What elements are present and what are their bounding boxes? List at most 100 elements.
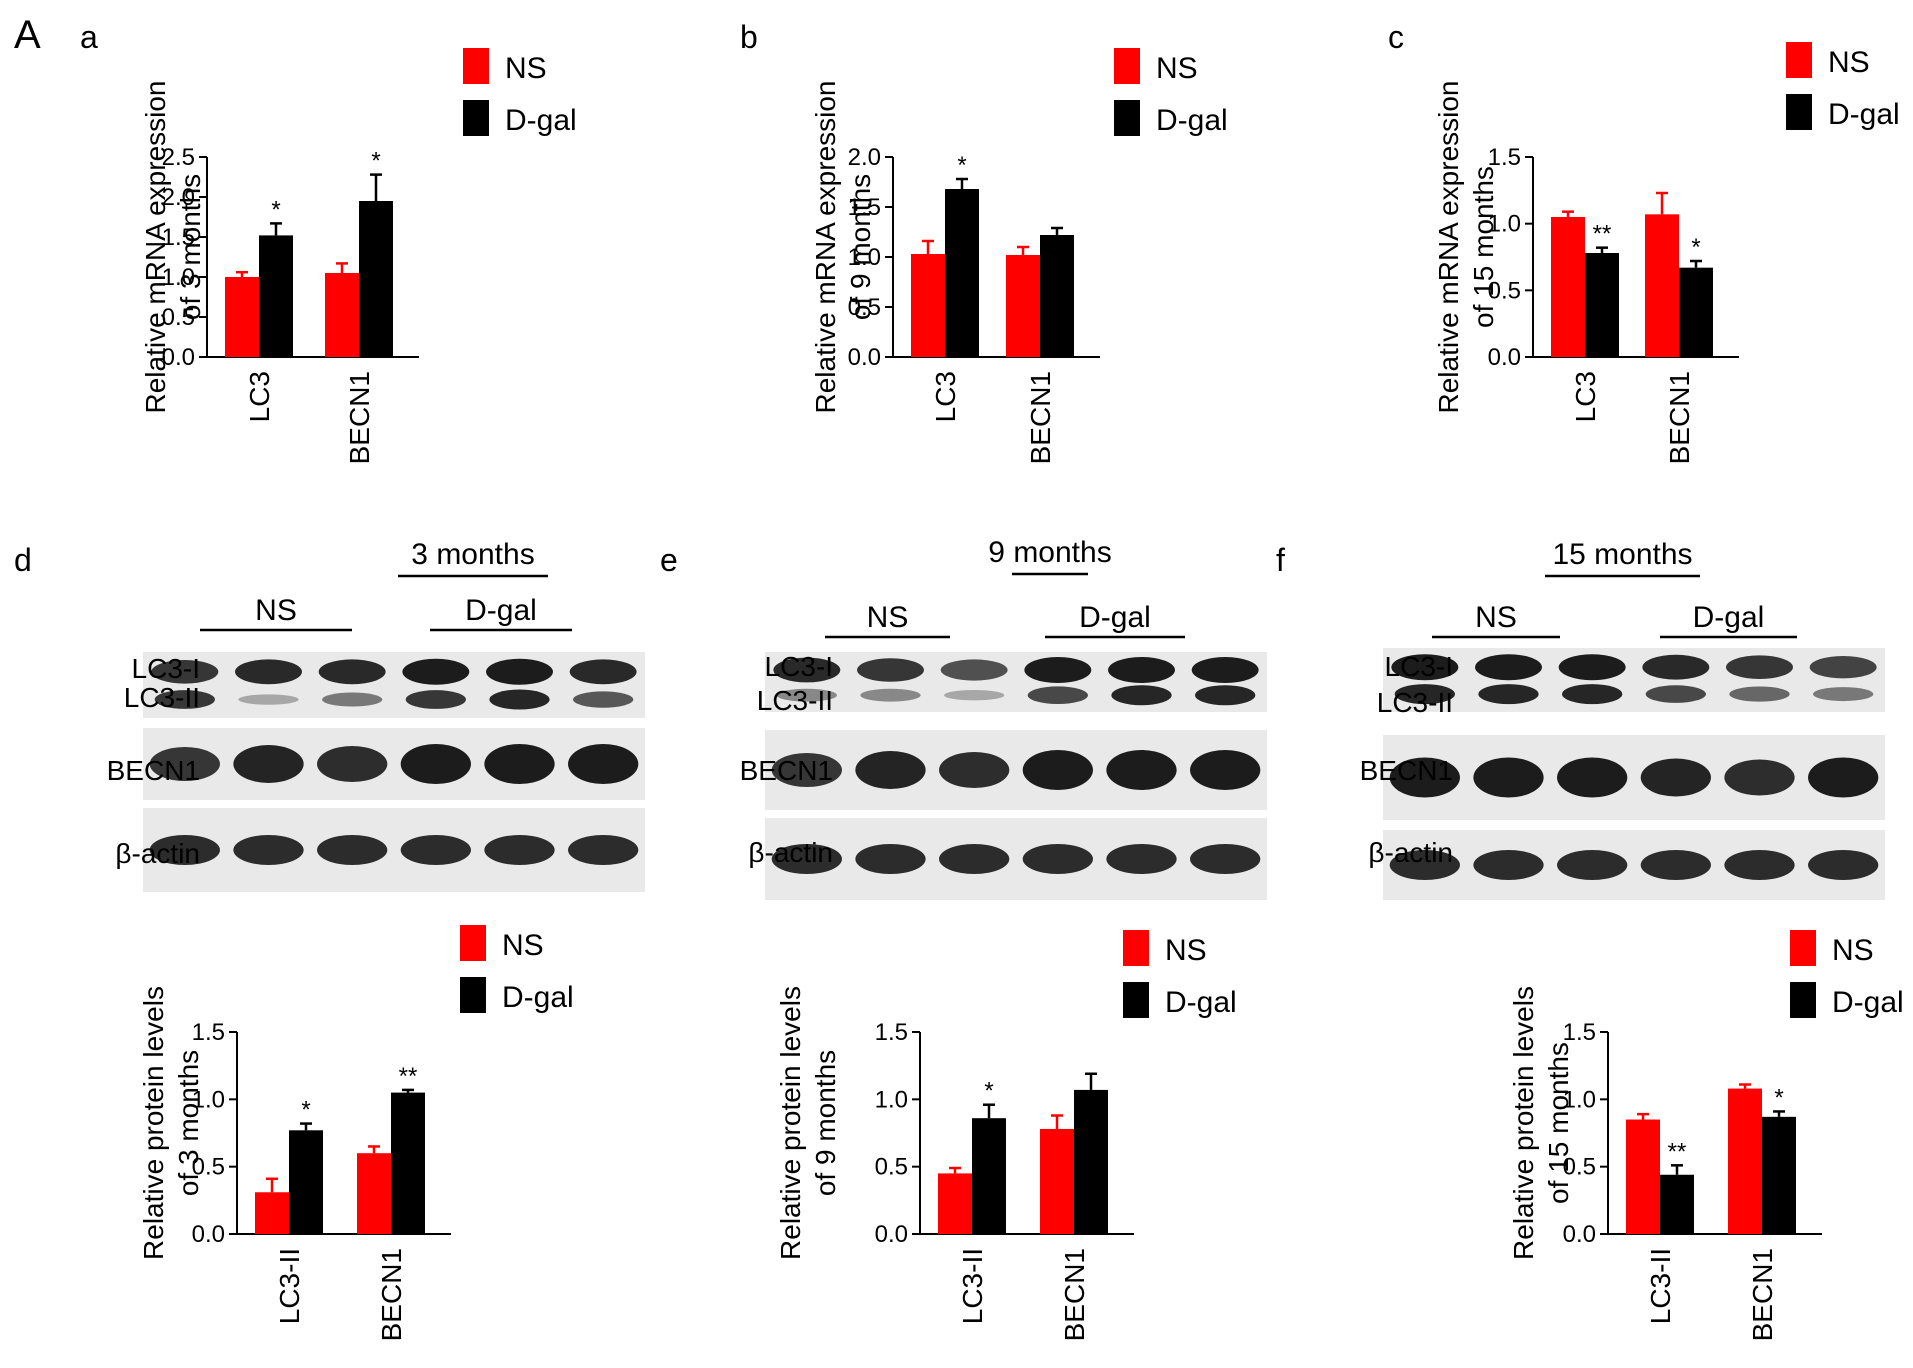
row-label-lc3-i: LC3-I xyxy=(1385,651,1453,682)
band-becn1 xyxy=(939,752,1010,788)
band-becn1 xyxy=(1724,759,1795,796)
blot-strip xyxy=(1383,648,1885,712)
bar-d-gal-becn1 xyxy=(1074,1089,1108,1234)
band-lc3-ii xyxy=(1394,684,1455,705)
bar-d-gal-becn1 xyxy=(391,1092,425,1234)
x-category-label: BECN1 xyxy=(1025,371,1056,464)
significance-mark: ** xyxy=(1668,1138,1687,1165)
y-tick-label: 1.5 xyxy=(192,1019,225,1046)
y-axis-label: Relative mRNA expression of 3 months xyxy=(140,80,206,413)
row-label-beta-actin: β-actin xyxy=(748,837,833,868)
blot-timepoint: 15 months xyxy=(1552,538,1692,571)
y-axis-label-line: Relative mRNA expression xyxy=(1433,80,1464,413)
row-label-lc3-ii: LC3-II xyxy=(1377,687,1453,718)
legend-label: NS xyxy=(505,52,547,85)
band-becn1 xyxy=(233,745,304,783)
x-category-label: LC3 xyxy=(244,371,275,422)
blot-strip xyxy=(143,808,645,892)
band-lc3-ii xyxy=(1195,685,1256,706)
x-category-label: LC3-II xyxy=(1645,1248,1676,1324)
x-category-label: LC3 xyxy=(1570,371,1601,422)
bar-d-gal-lc3-ii xyxy=(1660,1174,1694,1234)
y-axis-label-line: Relative protein levels xyxy=(138,986,169,1260)
band-lc3-i xyxy=(1726,655,1793,679)
y-tick-label: 0.5 xyxy=(1563,1154,1596,1181)
bar-ns-lc3-ii xyxy=(1626,1119,1660,1234)
y-tick-label: 2.0 xyxy=(162,184,195,211)
band-lc3-ii xyxy=(1813,687,1874,702)
y-axis-label-line: Relative protein levels xyxy=(1508,986,1539,1260)
legend-swatch-d-gal xyxy=(460,977,486,1013)
group-label-dgal: D-gal xyxy=(1079,601,1151,634)
band-lc3-ii xyxy=(1562,684,1623,705)
band-beta-actin xyxy=(1190,844,1261,874)
row-label-lc3-ii: LC3-II xyxy=(124,682,200,713)
panel-letter: c xyxy=(1388,19,1404,55)
y-axis-label: Relative mRNA expression of 15 months xyxy=(1433,80,1499,413)
y-tick-label: 1.0 xyxy=(192,1086,225,1113)
band-lc3-i xyxy=(318,659,386,685)
panel-letter: d xyxy=(14,542,32,578)
row-label-lc3-i: LC3-I xyxy=(765,651,833,682)
significance-mark: * xyxy=(371,148,380,175)
blot-strip xyxy=(765,818,1267,900)
y-tick-label: 1.5 xyxy=(1563,1019,1596,1046)
band-lc3-ii xyxy=(1027,686,1088,704)
band-beta-actin xyxy=(233,835,304,865)
y-axis-label-line: of 3 months xyxy=(173,1050,204,1196)
y-tick-label: 0.0 xyxy=(192,1221,225,1248)
y-axis-label-line: of 3 months xyxy=(175,174,206,320)
legend-label: D-gal xyxy=(1828,98,1900,131)
band-beta-actin xyxy=(484,835,555,865)
row-label-lc3-i: LC3-I xyxy=(132,653,200,684)
band-lc3-i xyxy=(402,658,470,685)
bar-d-gal-becn1 xyxy=(1679,267,1713,357)
y-axis-label: Relative protein levels of 3 months xyxy=(138,986,204,1260)
band-lc3-i xyxy=(569,659,637,685)
band-lc3-ii xyxy=(238,694,299,705)
y-axis-label-line: Relative mRNA expression xyxy=(140,80,171,413)
significance-mark: * xyxy=(1691,234,1700,261)
bar-ns-becn1 xyxy=(1728,1088,1762,1234)
blot-strip xyxy=(143,728,645,800)
group-label-dgal: D-gal xyxy=(465,594,537,627)
band-beta-actin xyxy=(1106,844,1177,874)
y-tick-label: 1.5 xyxy=(848,194,881,221)
legend-label: NS xyxy=(1832,934,1874,967)
significance-mark: * xyxy=(1774,1084,1783,1111)
y-axis-label: Relative protein levels of 9 months xyxy=(775,986,841,1260)
western-blot-3: 15 months NS D-gal LC3-I LC3-II BECN1 β-actin xyxy=(1360,538,1885,900)
row-label-becn1: BECN1 xyxy=(740,755,833,786)
band-lc3-i xyxy=(1391,654,1459,681)
y-tick-label: 0.0 xyxy=(1563,1221,1596,1248)
band-beta-actin xyxy=(317,835,388,865)
bar-d-gal-becn1 xyxy=(359,201,393,357)
band-beta-actin xyxy=(400,835,471,865)
band-beta-actin xyxy=(1724,850,1795,880)
y-axis-label-line: of 15 months xyxy=(1543,1042,1574,1204)
band-lc3-ii xyxy=(1478,684,1539,705)
blot-strip xyxy=(765,652,1267,712)
y-tick-label: 1.0 xyxy=(848,244,881,271)
band-lc3-ii xyxy=(573,691,634,708)
y-axis-label-line: of 15 months xyxy=(1468,166,1499,328)
bar-d-gal-lc3 xyxy=(1585,253,1619,357)
panel-letter: a xyxy=(80,19,98,55)
group-label-dgal: D-gal xyxy=(1693,601,1765,634)
bar-ns-lc3 xyxy=(1551,217,1585,357)
legend-label: NS xyxy=(1828,46,1870,79)
bar-ns-becn1 xyxy=(1645,214,1679,357)
panel-letter: e xyxy=(660,542,678,578)
legend-swatch-d-gal xyxy=(1123,982,1149,1018)
band-becn1 xyxy=(1106,750,1177,790)
legend-label: NS xyxy=(1165,934,1207,967)
bar-d-gal-lc3-ii xyxy=(972,1118,1006,1234)
x-category-label: BECN1 xyxy=(1664,371,1695,464)
bar-ns-lc3-ii xyxy=(938,1173,972,1234)
y-tick-label: 0.5 xyxy=(1488,277,1521,304)
x-category-label: LC3 xyxy=(930,371,961,422)
